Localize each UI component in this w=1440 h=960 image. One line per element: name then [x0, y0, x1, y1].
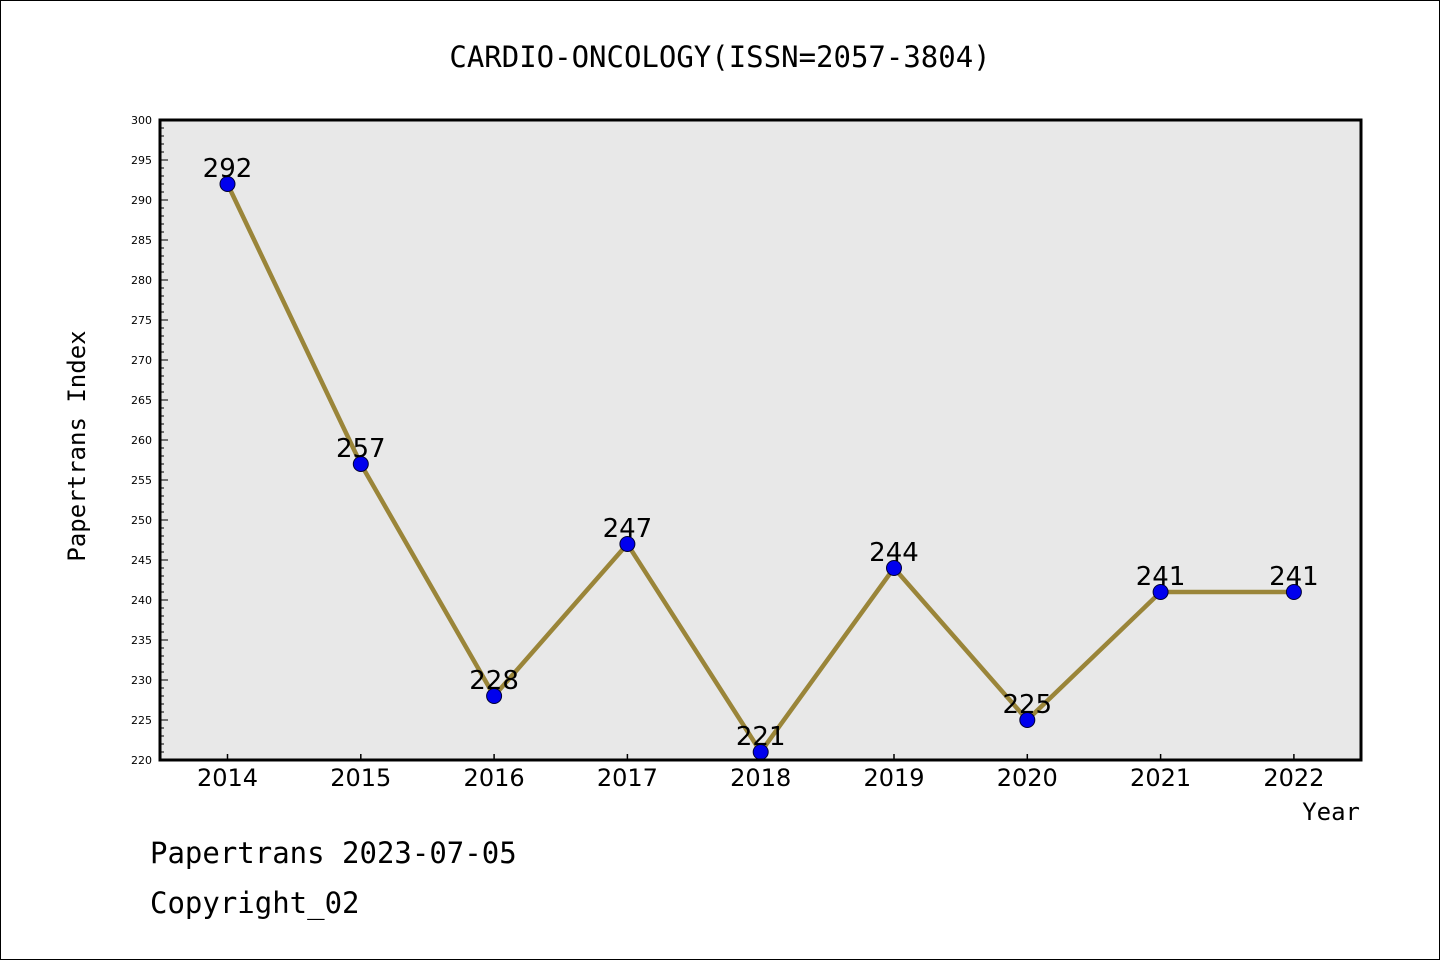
y-tick-label: 245 — [131, 554, 152, 567]
data-label: 244 — [869, 538, 919, 568]
y-tick-label: 265 — [131, 394, 152, 407]
data-point — [619, 536, 636, 552]
plot-border — [158, 118, 1363, 762]
y-tick-label: 285 — [131, 234, 152, 247]
y-tick-label: 220 — [131, 754, 152, 767]
data-label: 225 — [1002, 690, 1052, 720]
x-tick-label: 2014 — [197, 764, 258, 792]
y-tick-label: 225 — [131, 714, 152, 727]
x-tick-label: 2016 — [464, 764, 525, 792]
data-point — [1019, 712, 1036, 728]
data-point — [352, 456, 369, 472]
data-label: 241 — [1269, 562, 1319, 592]
x-axis-label: Year — [1302, 798, 1360, 826]
data-point — [486, 688, 503, 704]
data-label: 292 — [203, 154, 253, 184]
footer-date: Papertrans 2023-07-05 — [150, 836, 517, 870]
y-tick-label: 280 — [131, 274, 152, 287]
data-label: 221 — [736, 722, 786, 752]
chart-title: CARDIO-ONCOLOGY(ISSN=2057-3804) — [449, 40, 990, 74]
x-tick-label: 2018 — [730, 764, 791, 792]
y-tick-label: 275 — [131, 314, 152, 327]
y-tick-label: 295 — [131, 154, 152, 167]
y-tick-label: 260 — [131, 434, 152, 447]
y-tick-label: 240 — [131, 594, 152, 607]
y-tick-label: 250 — [131, 514, 152, 527]
x-tick-label: 2022 — [1263, 764, 1324, 792]
y-tick-label: 300 — [131, 114, 152, 127]
x-tick-label: 2015 — [330, 764, 391, 792]
data-point — [886, 560, 902, 576]
x-tick-label: 2019 — [863, 764, 924, 792]
data-label: 247 — [603, 514, 653, 544]
y-tick-label: 270 — [131, 354, 152, 367]
y-tick-label: 230 — [131, 674, 152, 687]
series-layer: 292 257 228 247 221 244 225 241 241 — [203, 154, 1319, 760]
x-axis: 2014 2015 2016 2017 2018 2019 2020 2021 2022 — [197, 754, 1324, 792]
y-tick-label: 255 — [131, 474, 152, 487]
data-label: 228 — [469, 666, 519, 696]
y-tick-label: 235 — [131, 634, 152, 647]
y-axis-label: Papertrans Index — [63, 330, 91, 561]
x-tick-label: 2017 — [597, 764, 658, 792]
data-point — [219, 176, 236, 192]
data-label: 257 — [336, 434, 386, 464]
plot-area — [160, 120, 1361, 760]
y-tick-label: 290 — [131, 194, 152, 207]
data-point — [1152, 584, 1169, 600]
x-tick-label: 2020 — [997, 764, 1058, 792]
footer-copyright: Copyright_02 — [150, 886, 360, 920]
data-label: 241 — [1136, 562, 1186, 592]
data-point — [1285, 584, 1302, 600]
x-tick-label: 2021 — [1130, 764, 1191, 792]
